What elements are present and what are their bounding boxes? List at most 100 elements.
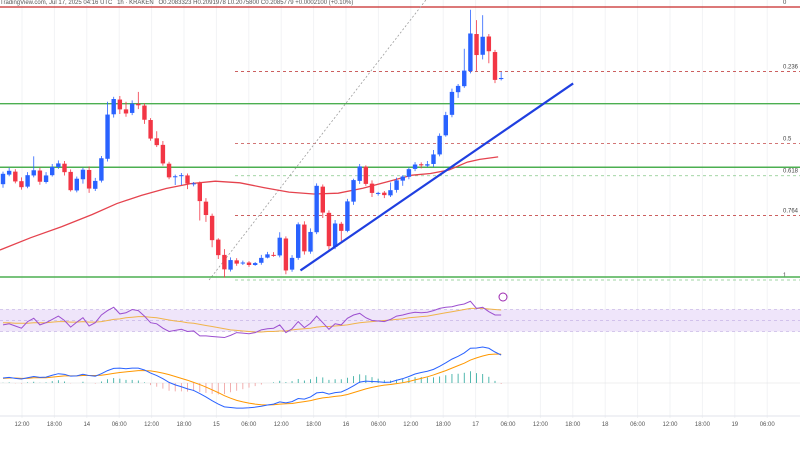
candle-body: [474, 34, 479, 56]
candle-body: [37, 170, 43, 182]
candle-body: [62, 163, 67, 173]
candle-body: [314, 185, 319, 233]
candle-body: [173, 176, 178, 178]
candle-body: [357, 166, 362, 181]
fib-level-label: 0: [783, 0, 787, 6]
time-tick-label: 18:00: [436, 422, 452, 428]
candle-body: [56, 163, 61, 167]
candle-body: [412, 164, 418, 169]
time-tick-label: 19: [731, 422, 738, 428]
candle-body: [437, 135, 442, 155]
candle-body: [252, 263, 258, 265]
candle-body: [191, 183, 196, 185]
header-source: TradingView.com, Jul 17, 2025 04:16 UTC: [0, 0, 113, 6]
candle-body: [19, 181, 24, 188]
candle-body: [425, 164, 430, 166]
candle-body: [320, 186, 325, 213]
candle-body: [406, 169, 412, 177]
candle-body: [388, 190, 393, 196]
candle-body: [289, 257, 295, 270]
fib-level-label: 0.236: [783, 64, 799, 70]
candle-body: [0, 173, 6, 185]
fib-level-label: 0.5: [783, 137, 792, 143]
time-tick-label: 06:00: [630, 422, 646, 428]
trend-line: [299, 82, 574, 272]
candle-body: [154, 138, 159, 146]
candle-body: [80, 169, 86, 180]
candle-body: [486, 36, 492, 52]
candle-body: [498, 77, 504, 80]
moving-average-line: [0, 156, 499, 251]
candle-body: [283, 238, 289, 271]
candle-body: [332, 223, 338, 247]
candle-body: [394, 180, 399, 190]
candle-body: [363, 166, 369, 184]
candle-body: [443, 115, 448, 136]
candle-body: [123, 109, 129, 114]
time-tick-label: 18: [602, 422, 609, 428]
time-tick-label: 06:00: [760, 422, 776, 428]
chart-header: TradingView.com, Jul 17, 2025 04:16 UTC …: [0, 0, 356, 6]
time-tick-label: 12:00: [14, 422, 30, 428]
time-tick-label: 06:00: [371, 422, 387, 428]
fib-level-label: 0.618: [783, 169, 799, 175]
header-symbol: 1h · KRAKEN: [117, 0, 154, 6]
macd-line: [2, 346, 502, 409]
candle-body: [117, 99, 123, 110]
candle-body: [93, 180, 98, 189]
candle-body: [468, 33, 473, 72]
candle-body: [105, 114, 110, 159]
candle-body: [136, 103, 141, 106]
time-tick-label: 12:00: [274, 422, 290, 428]
candle-body: [265, 254, 270, 258]
candle-body: [246, 262, 252, 265]
macd-signal-line: [2, 353, 502, 406]
time-tick-label: 18:00: [695, 422, 711, 428]
candle-body: [308, 231, 313, 252]
candle-body: [203, 201, 209, 216]
candle-body: [271, 254, 276, 256]
candle-body: [197, 183, 202, 202]
candle-body: [302, 224, 307, 252]
candle-body: [400, 176, 405, 181]
candle-body: [86, 169, 92, 189]
candle-body: [43, 175, 49, 182]
fib-level-label: 0.764: [783, 209, 799, 215]
time-tick-label: 18:00: [306, 422, 322, 428]
candle-body: [455, 85, 461, 93]
candle-body: [277, 237, 282, 256]
fib-anchor-line: [208, 0, 427, 281]
candle-body: [209, 215, 215, 241]
candle-body: [31, 170, 36, 176]
candle-body: [129, 103, 135, 113]
candle-body: [142, 105, 147, 120]
candle-body: [419, 164, 424, 166]
time-tick-label: 12:00: [403, 422, 419, 428]
candle-body: [160, 144, 166, 164]
candle-body: [449, 91, 455, 115]
candle-body: [492, 52, 498, 80]
time-tick-label: 12:00: [533, 422, 549, 428]
candle-body: [259, 257, 264, 263]
time-tick-label: 18:00: [176, 422, 192, 428]
candle-body: [326, 212, 332, 247]
candle-body: [179, 175, 184, 177]
candle-body: [462, 70, 467, 87]
candle-body: [240, 262, 246, 264]
candle-body: [351, 180, 356, 202]
time-tick-label: 16: [343, 422, 350, 428]
candle-body: [234, 260, 239, 264]
time-tick-label: 06:00: [112, 422, 128, 428]
candle-body: [74, 178, 79, 191]
time-tick-label: 18:00: [565, 422, 581, 428]
candle-body: [339, 223, 344, 231]
rsi-line: [2, 300, 502, 339]
candle-body: [166, 163, 172, 178]
time-tick-label: 18:00: [47, 422, 63, 428]
time-tick-label: 12:00: [662, 422, 678, 428]
candle-body: [50, 166, 55, 176]
candle-body: [345, 201, 350, 231]
candle-body: [148, 120, 153, 139]
